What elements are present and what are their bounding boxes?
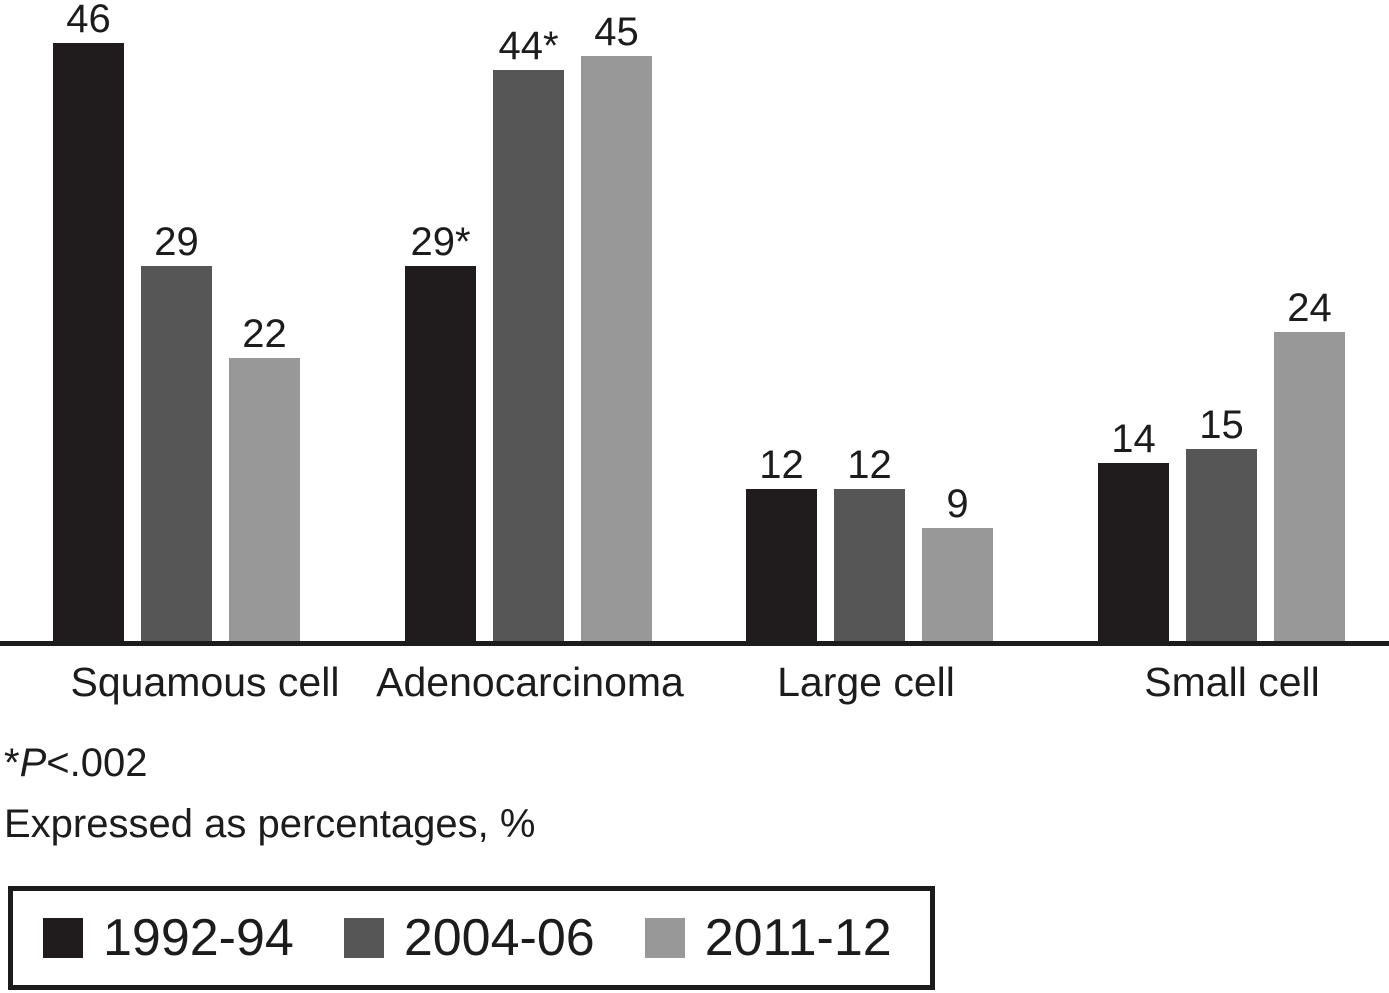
category-label-large-cell: Large cell — [777, 659, 955, 705]
bar-value-label: 9 — [946, 482, 969, 526]
x-axis-line — [0, 641, 1389, 646]
bar-2004-06-small-cell — [1186, 449, 1257, 646]
bar-2011-12-adenocarcinoma — [581, 56, 652, 646]
legend-label-2011-12: 2011-12 — [704, 909, 892, 967]
bar-value-label: 12 — [759, 443, 804, 487]
bar-2011-12-small-cell — [1274, 332, 1345, 646]
footnote-units: Expressed as percentages, % — [4, 802, 536, 846]
chart-area: Squamous cell Adenocarcinoma Large cell … — [0, 0, 1389, 705]
bar-value-label: 46 — [66, 0, 111, 41]
bar-value-label: 15 — [1199, 403, 1244, 447]
footnote-p-symbol: P — [19, 741, 47, 785]
bar-1992-94-squamous-cell — [53, 43, 124, 646]
legend-item-2011-12: 2011-12 — [644, 909, 892, 967]
legend-swatch-1992-94 — [43, 918, 83, 958]
legend: 1992-94 2004-06 2011-12 — [8, 886, 935, 990]
bar-value-label: 14 — [1111, 417, 1156, 461]
category-label-squamous-cell: Squamous cell — [70, 659, 340, 705]
legend-label-2004-06: 2004-06 — [403, 909, 595, 967]
bar-2004-06-squamous-cell — [141, 266, 212, 646]
legend-item-2004-06: 2004-06 — [343, 909, 595, 967]
bar-value-label: 29* — [410, 220, 471, 264]
legend-item-1992-94: 1992-94 — [43, 910, 294, 966]
bar-value-label: 12 — [847, 443, 892, 487]
bar-value-label: 22 — [242, 312, 287, 356]
bar-1992-94-small-cell — [1098, 463, 1169, 646]
bar-2011-12-squamous-cell — [229, 358, 300, 646]
bar-1992-94-adenocarcinoma — [405, 266, 476, 646]
category-label-small-cell: Small cell — [1144, 659, 1320, 705]
bar-2011-12-large-cell — [922, 528, 993, 646]
legend-swatch-2011-12 — [644, 918, 685, 958]
footnotes: *P<.002 Expressed as percentages, % — [4, 733, 535, 855]
footnote-p-value: <.002 — [46, 741, 148, 785]
bar-2004-06-large-cell — [834, 489, 905, 646]
legend-swatch-2004-06 — [343, 918, 384, 958]
footnote-asterisk: * — [4, 741, 20, 785]
bar-value-label: 24 — [1287, 286, 1332, 330]
bar-value-label: 44* — [498, 24, 559, 68]
bar-2004-06-adenocarcinoma — [493, 70, 564, 646]
bar-1992-94-large-cell — [746, 489, 817, 646]
legend-label-1992-94: 1992-94 — [103, 909, 294, 967]
footnote-significance: *P<.002 — [4, 733, 535, 794]
bar-value-label: 45 — [594, 10, 639, 54]
bar-value-label: 29 — [154, 220, 199, 264]
category-label-adenocarcinoma: Adenocarcinoma — [376, 659, 684, 705]
